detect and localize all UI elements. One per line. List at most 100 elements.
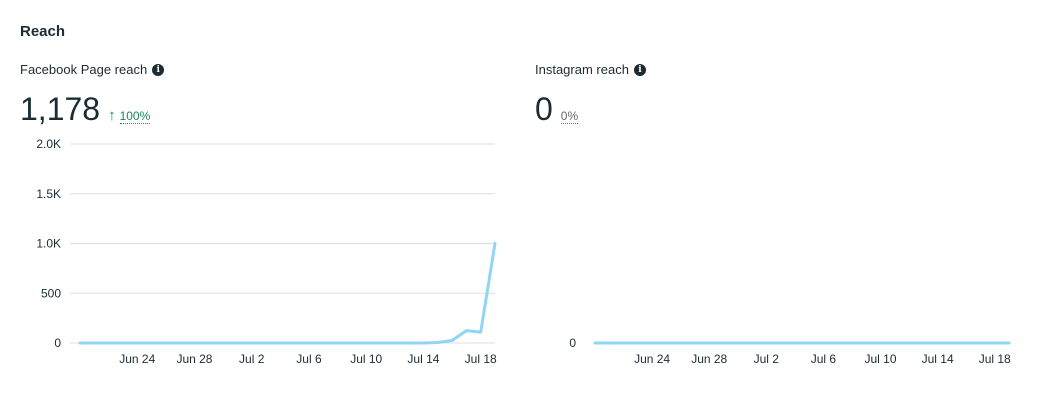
x-tick-label: Jun 24 [119,352,155,366]
data-point[interactable] [478,329,484,335]
data-point[interactable] [406,340,412,346]
data-point[interactable] [663,340,669,346]
data-point[interactable] [378,340,384,346]
series-line[interactable] [78,242,497,345]
data-point[interactable] [435,340,441,346]
data-point[interactable] [91,340,97,346]
facebook-reach-label: Facebook Page reach i [20,62,165,77]
data-point[interactable] [191,340,197,346]
x-tick-label: Jul 18 [979,352,1011,366]
instagram-reach-panel: Instagram reach i 0 0% 0 Jun 24 Jun 28 Jul … [515,0,1053,412]
data-point[interactable] [906,340,912,346]
data-point[interactable] [692,340,698,346]
data-point[interactable] [292,340,298,346]
x-tick-label: Jun 28 [176,352,212,366]
data-point[interactable] [449,338,455,344]
data-point[interactable] [263,340,269,346]
instagram-reach-label: Instagram reach i [535,62,646,77]
x-tick-label: Jul 14 [407,352,439,366]
x-tick-label: Jul 10 [865,352,897,366]
data-point[interactable] [1006,340,1012,346]
data-point[interactable] [392,340,398,346]
data-point[interactable] [120,340,126,346]
data-point[interactable] [463,328,469,334]
instagram-reach-change[interactable]: 0% [560,109,579,124]
data-point[interactable] [763,340,769,346]
y-tick-label: 1.0K [36,237,61,251]
data-point[interactable] [163,340,169,346]
data-point[interactable] [420,340,426,346]
data-point[interactable] [335,340,341,346]
data-point[interactable] [106,340,112,346]
data-point[interactable] [320,340,326,346]
data-point[interactable] [134,340,140,346]
data-point[interactable] [778,340,784,346]
data-point[interactable] [720,340,726,346]
facebook-reach-chart: 0 500 1.0K 1.5K 2.0K Jun 24 Jun 28 Jul 2 Jul 6 Ju… [36,137,498,366]
data-point[interactable] [820,340,826,346]
y-tick-label: 1.5K [36,187,61,201]
data-point[interactable] [77,340,83,346]
x-tick-label: Jul 2 [239,352,265,366]
y-tick-label: 2.0K [36,137,61,151]
x-tick-label: Jul 6 [296,352,322,366]
x-tick-label: Jul 10 [350,352,382,366]
data-point[interactable] [149,340,155,346]
facebook-reach-metric: 1,178 ↑ 100% [20,90,151,128]
data-point[interactable] [277,340,283,346]
data-point[interactable] [678,340,684,346]
data-point[interactable] [863,340,869,346]
data-point[interactable] [835,340,841,346]
data-point[interactable] [635,340,641,346]
instagram-reach-chart: 0 Jun 24 Jun 28 Jul 2 Jul 6 Jul 10 Jul 14 Jul 1… [569,336,1012,366]
data-point[interactable] [649,340,655,346]
x-tick-label: Jun 24 [634,352,670,366]
data-point[interactable] [892,340,898,346]
y-tick-label: 500 [41,286,61,300]
data-point[interactable] [992,340,998,346]
info-icon[interactable]: i [152,63,165,76]
data-point[interactable] [749,340,755,346]
data-point[interactable] [935,340,941,346]
data-point[interactable] [306,340,312,346]
facebook-reach-label-text: Facebook Page reach [20,62,148,77]
facebook-reach-change[interactable]: ↑ 100% [108,107,151,124]
data-point[interactable] [234,340,240,346]
info-icon[interactable]: i [633,63,646,76]
x-tick-label: Jul 14 [922,352,954,366]
data-point[interactable] [249,340,255,346]
data-point[interactable] [735,340,741,346]
x-tick-label: Jun 28 [691,352,727,366]
data-point[interactable] [621,340,627,346]
data-point[interactable] [206,340,212,346]
x-tick-label: Jul 18 [465,352,497,366]
data-point[interactable] [963,340,969,346]
data-point[interactable] [878,340,884,346]
arrow-up-icon: ↑ [108,107,116,124]
instagram-reach-change-pct: 0% [560,109,579,124]
data-point[interactable] [592,340,598,346]
data-point[interactable] [806,340,812,346]
facebook-reach-panel: Facebook Page reach i 1,178 ↑ 100% 0 500 1… [0,0,515,412]
data-point[interactable] [977,340,983,346]
facebook-reach-value: 1,178 [20,91,101,127]
data-point[interactable] [220,340,226,346]
data-point[interactable] [177,340,183,346]
instagram-reach-metric: 0 0% [535,90,579,128]
y-tick-label: 0 [54,336,61,350]
data-point[interactable] [792,340,798,346]
y-tick-label: 0 [569,336,576,350]
data-point[interactable] [492,241,498,247]
data-point[interactable] [363,340,369,346]
data-point[interactable] [949,340,955,346]
x-tick-label: Jul 6 [811,352,837,366]
x-tick-label: Jul 2 [754,352,780,366]
data-point[interactable] [920,340,926,346]
data-point[interactable] [606,340,612,346]
instagram-reach-value: 0 [535,91,553,127]
section-title: Reach [20,23,66,40]
data-point[interactable] [349,340,355,346]
data-point[interactable] [706,340,712,346]
instagram-reach-label-text: Instagram reach [535,62,629,77]
data-point[interactable] [849,340,855,346]
